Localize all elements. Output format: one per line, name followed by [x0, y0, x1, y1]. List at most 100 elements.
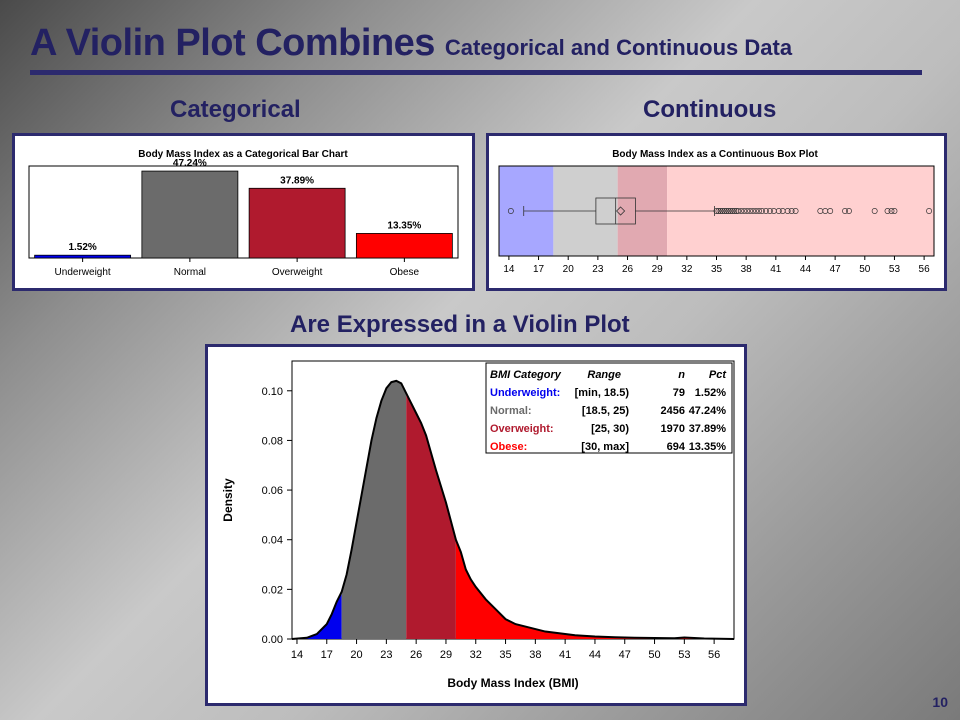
density-x-tick-label: 29 [440, 649, 452, 661]
bar-chart-panel: Body Mass Index as a Categorical Bar Cha… [12, 133, 475, 291]
density-x-tick-label: 32 [470, 649, 482, 661]
slide-title-sub: Categorical and Continuous Data [444, 35, 793, 60]
box-outlier [507, 208, 514, 214]
box-outlier [884, 208, 891, 214]
box-outlier [721, 208, 728, 214]
box-x-tick-label: 35 [711, 264, 723, 275]
bar-obese [355, 233, 453, 259]
legend-range: [25, 30) [591, 423, 629, 435]
box-x-tick-label: 47 [830, 264, 842, 275]
box-outlier [731, 208, 738, 214]
density-region [455, 539, 734, 639]
page-number: 10 [932, 694, 948, 710]
box-outlier [723, 208, 730, 214]
box-outlier [753, 208, 759, 214]
box-plot-title: Body Mass Index as a Continuous Box Plot [612, 149, 818, 160]
box-outlier [871, 208, 878, 214]
box-outlier [827, 208, 834, 214]
density-x-tick-label: 14 [291, 649, 303, 661]
legend-header: Range [587, 369, 621, 381]
density-region [341, 380, 407, 639]
legend-category: Underweight: [490, 387, 560, 399]
legend-category: Overweight: [490, 423, 554, 435]
box-outlier [735, 208, 742, 214]
box-outlier [738, 208, 745, 214]
density-y-axis-label: Density [221, 478, 235, 522]
box-outlier [891, 208, 898, 214]
box-x-tick-label: 38 [741, 264, 753, 275]
density-x-tick-label: 41 [559, 649, 571, 661]
legend-header: n [678, 369, 685, 381]
bar-category-label: Obese [390, 267, 420, 278]
box-outlier [750, 208, 757, 214]
density-x-tick-label: 56 [708, 649, 720, 661]
box-outlier [926, 208, 933, 214]
box-x-tick-label: 26 [622, 264, 634, 275]
box-x-tick-label: 20 [563, 264, 575, 275]
density-region [406, 393, 456, 639]
box-outlier [759, 208, 765, 214]
box-outlier [756, 208, 762, 214]
legend-header: BMI Category [490, 369, 562, 381]
bar-value-label: 13.35% [387, 220, 421, 231]
box-outlier [792, 208, 799, 214]
box-x-tick-label: 41 [770, 264, 782, 275]
box-outlier [788, 208, 795, 214]
density-curve [291, 379, 735, 640]
legend-pct: 37.89% [689, 423, 727, 435]
density-x-tick-label: 38 [529, 649, 541, 661]
box-outlier [715, 208, 722, 214]
box-outlier [784, 208, 791, 214]
density-y-tick-label: 0.10 [262, 386, 283, 398]
box-outlier [762, 208, 769, 214]
density-legend [485, 362, 733, 454]
legend-n: 79 [673, 387, 685, 399]
density-x-tick-label: 44 [589, 649, 601, 661]
bar-value-label: 1.52% [68, 242, 96, 253]
box-x-tick-label: 32 [681, 264, 693, 275]
density-y-tick-label: 0.04 [262, 535, 283, 547]
box-outlier [727, 208, 734, 214]
continuous-heading: Continuous [643, 96, 777, 123]
box-x-tick-label: 17 [533, 264, 545, 275]
density-panel: 0.00 0.02 0.04 0.06 0.08 0.10 14 17 20 23 26 29 32 35… [205, 344, 747, 706]
bar-overweight [248, 187, 346, 259]
box-outlier [766, 208, 773, 214]
box-outlier [741, 208, 748, 214]
box-x-tick-label: 23 [592, 264, 604, 275]
density-y-tick-label: 0.00 [262, 634, 283, 646]
bar-category-label: Normal [174, 267, 206, 278]
box-plot: Body Mass Index as a Continuous Box Plot… [498, 149, 935, 275]
legend-n: 694 [667, 441, 686, 453]
bar-category-label: Overweight [272, 267, 323, 278]
bar-chart-title: Body Mass Index as a Categorical Bar Cha… [138, 149, 348, 160]
legend-n: 2456 [661, 405, 685, 417]
legend-pct: 47.24% [689, 405, 727, 417]
bar-chart: Body Mass Index as a Categorical Bar Cha… [28, 149, 459, 278]
density-chart: 0.00 0.02 0.04 0.06 0.08 0.10 14 17 20 23 26 29 32 35… [221, 360, 735, 690]
box-plot-panel: Body Mass Index as a Continuous Box Plot… [486, 133, 947, 291]
density-region [292, 591, 342, 639]
density-y-tick-label: 0.02 [262, 584, 283, 596]
box-outlier [729, 208, 736, 214]
density-x-tick-label: 47 [619, 649, 631, 661]
bar-normal [141, 170, 239, 259]
bar-underweight [34, 254, 132, 259]
density-x-axis-label: Body Mass Index (BMI) [447, 676, 578, 690]
density-x-tick-label: 23 [380, 649, 392, 661]
density-x-tick-label: 35 [499, 649, 511, 661]
box-x-tick-label: 50 [859, 264, 871, 275]
slide-title-main: A Violin Plot Combines [30, 22, 435, 64]
density-x-tick-label: 50 [648, 649, 660, 661]
bar-value-label: 37.89% [280, 175, 314, 186]
box-outlier [713, 208, 720, 214]
density-x-tick-label: 17 [321, 649, 333, 661]
legend-range: [18.5, 25) [582, 405, 629, 417]
box-x-tick-label: 44 [800, 264, 812, 275]
box-outlier [744, 208, 751, 214]
violin-heading: Are Expressed in a Violin Plot [290, 311, 630, 338]
legend-range: [30, max] [581, 441, 629, 453]
categorical-heading: Categorical [170, 96, 301, 123]
legend-pct: 1.52% [695, 387, 726, 399]
box-outlier [842, 208, 848, 214]
